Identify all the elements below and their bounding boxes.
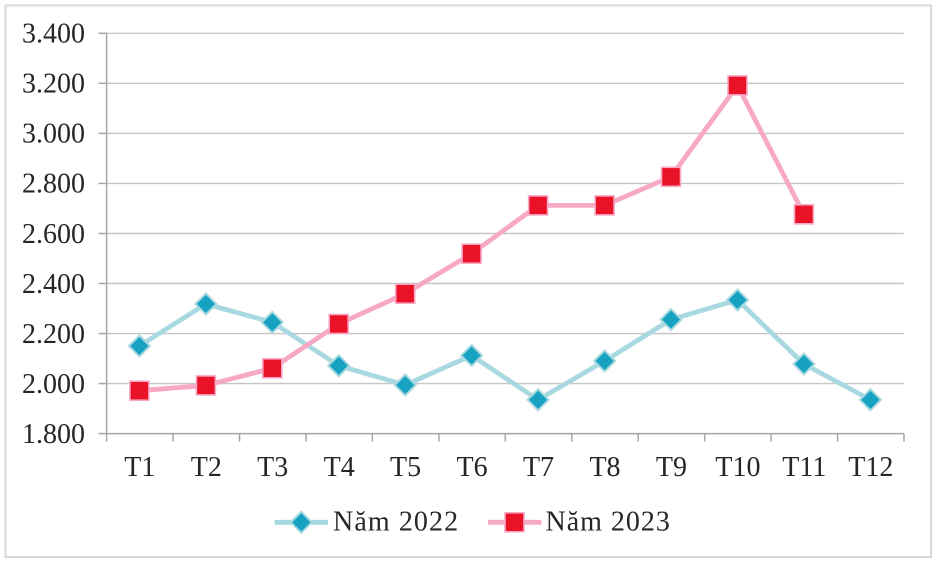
svg-text:2.000: 2.000 bbox=[22, 369, 85, 400]
svg-text:T7: T7 bbox=[523, 452, 554, 483]
svg-text:2.800: 2.800 bbox=[22, 169, 85, 200]
svg-text:T4: T4 bbox=[324, 452, 355, 483]
svg-text:T10: T10 bbox=[715, 452, 760, 483]
svg-text:Năm 2023: Năm 2023 bbox=[546, 507, 671, 538]
svg-text:3.400: 3.400 bbox=[22, 19, 85, 50]
svg-text:3.000: 3.000 bbox=[22, 119, 85, 150]
svg-text:1.800: 1.800 bbox=[22, 419, 85, 450]
svg-text:Năm 2022: Năm 2022 bbox=[333, 507, 459, 538]
svg-text:2.600: 2.600 bbox=[22, 219, 85, 250]
svg-text:T12: T12 bbox=[848, 452, 893, 483]
svg-text:T11: T11 bbox=[782, 452, 826, 483]
svg-text:T1: T1 bbox=[124, 452, 155, 483]
svg-text:2.200: 2.200 bbox=[22, 319, 85, 350]
svg-text:3.200: 3.200 bbox=[22, 69, 85, 100]
svg-text:T3: T3 bbox=[257, 452, 288, 483]
svg-text:T8: T8 bbox=[589, 452, 620, 483]
svg-text:T2: T2 bbox=[191, 452, 222, 483]
svg-text:T6: T6 bbox=[457, 452, 488, 483]
svg-text:T5: T5 bbox=[390, 452, 421, 483]
svg-text:T9: T9 bbox=[656, 452, 687, 483]
svg-text:2.400: 2.400 bbox=[22, 269, 85, 300]
